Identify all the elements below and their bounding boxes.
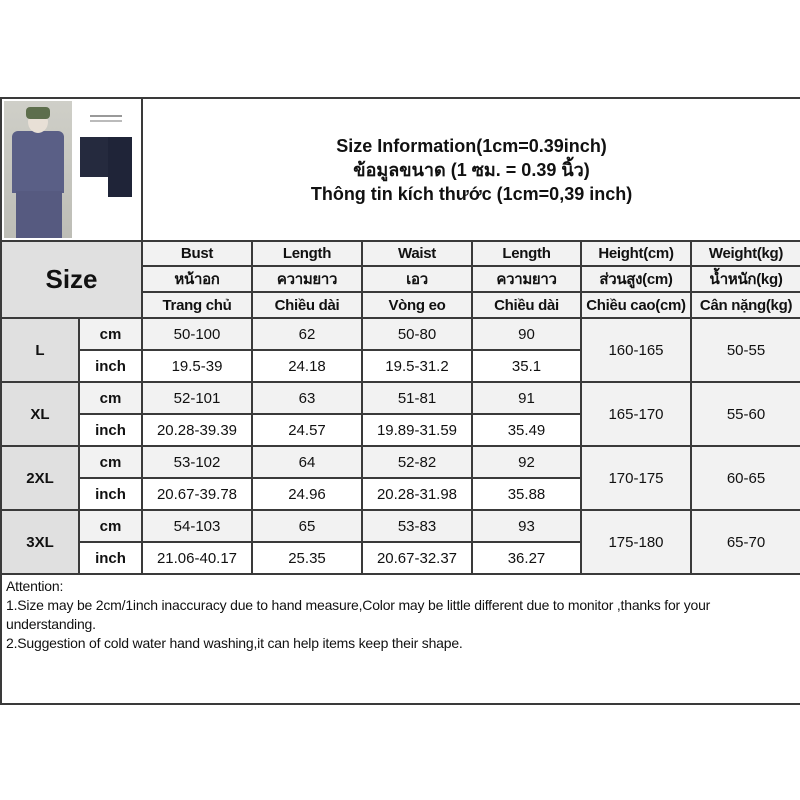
measurement-cell: 53-83 (361, 509, 473, 543)
measurement-cell: 52-101 (141, 381, 253, 415)
weight-cell: 55-60 (689, 381, 800, 447)
measurement-cell: 91 (471, 381, 582, 415)
column-header: Length (251, 240, 363, 267)
column-header: Vòng eo (361, 291, 473, 319)
measurement-cell: 24.18 (251, 349, 363, 383)
unit-label: cm (78, 381, 143, 415)
column-header: เอว (361, 265, 473, 293)
title-english: Size Information(1cm=0.39inch) (336, 135, 607, 156)
column-header: Trang chủ (141, 291, 253, 319)
size-label: 3XL (0, 509, 80, 575)
measurement-cell: 25.35 (251, 541, 363, 575)
weight-cell: 50-55 (689, 317, 800, 383)
attention-notes: Attention: 1.Size may be 2cm/1inch inaccu… (0, 573, 800, 705)
column-header: Height(cm) (580, 240, 692, 267)
unit-label: cm (78, 509, 143, 543)
product-photo (74, 101, 140, 238)
table-row: inch 21.06-40.17 25.35 20.67-32.37 36.27 (1, 541, 800, 575)
measurement-cell: 54-103 (141, 509, 253, 543)
measurement-cell: 20.28-39.39 (141, 413, 253, 447)
size-label: 2XL (0, 445, 80, 511)
column-header: Chiều dài (251, 291, 363, 319)
size-chart-table: Size Information(1cm=0.39inch) ข้อมูลขนา… (0, 97, 800, 705)
title-vietnamese: Thông tin kích thước (1cm=0,39 inch) (310, 183, 633, 204)
height-cell: 165-170 (580, 381, 692, 447)
unit-label: inch (78, 477, 143, 511)
table-row: inch 19.5-39 24.18 19.5-31.2 35.1 (1, 349, 800, 383)
measurement-cell: 51-81 (361, 381, 473, 415)
height-cell: 175-180 (580, 509, 692, 575)
measurement-cell: 65 (251, 509, 363, 543)
column-header: Cân nặng(kg) (689, 291, 800, 319)
measurement-cell: 24.96 (251, 477, 363, 511)
attention-note: 1.Size may be 2cm/1inch inaccuracy due t… (6, 597, 711, 632)
measurement-cell: 90 (471, 317, 582, 351)
weight-cell: 60-65 (689, 445, 800, 511)
unit-label: inch (78, 349, 143, 383)
column-header: Weight(kg) (689, 240, 800, 267)
header-row: Size Bust Length Waist Length Height(cm) Weigh… (0, 240, 800, 319)
table-row: 2XL cm 53-102 64 52-82 92 170-175 60-65 (0, 445, 800, 511)
size-label: L (0, 317, 80, 383)
measurement-cell: 20.67-32.37 (361, 541, 473, 575)
attention-heading: Attention: (6, 578, 64, 594)
header-row: Trang chủ Chiều dài Vòng eo Chiều dài Chiều … (1, 291, 800, 319)
weight-cell: 65-70 (689, 509, 800, 575)
column-header: ความยาว (471, 265, 582, 293)
table-row: inch 20.67-39.78 24.96 20.28-31.98 35.88 (1, 477, 800, 511)
measurement-cell: 53-102 (141, 445, 253, 479)
unit-label: inch (78, 541, 143, 575)
measurement-cell: 63 (251, 381, 363, 415)
attention-row: Attention: 1.Size may be 2cm/1inch inaccu… (0, 573, 800, 705)
attention-note: 2.Suggestion of cold water hand washing,… (6, 635, 463, 651)
model-photo (4, 101, 72, 238)
measurement-cell: 21.06-40.17 (141, 541, 253, 575)
measurement-cell: 19.5-39 (141, 349, 253, 383)
measurement-cell: 19.89-31.59 (361, 413, 473, 447)
size-label: XL (0, 381, 80, 447)
column-header: น้ำหนัก(kg) (689, 265, 800, 293)
table-row: XL cm 52-101 63 51-81 91 165-170 55-60 (0, 381, 800, 447)
column-header: Length (471, 240, 582, 267)
measurement-cell: 35.88 (471, 477, 582, 511)
title-thai: ข้อมูลขนาด (1 ซม. = 0.39 นิ้ว) (353, 159, 590, 180)
measurement-cell: 52-82 (361, 445, 473, 479)
column-header: ความยาว (251, 265, 363, 293)
column-header: ส่วนสูง(cm) (580, 265, 692, 293)
size-information-title: Size Information(1cm=0.39inch) ข้อมูลขนา… (140, 97, 800, 242)
column-header: Waist (361, 240, 473, 267)
height-cell: 170-175 (580, 445, 692, 511)
measurement-cell: 50-100 (141, 317, 253, 351)
column-header: Bust (141, 240, 253, 267)
unit-label: inch (78, 413, 143, 447)
measurement-cell: 19.5-31.2 (361, 349, 473, 383)
measurement-cell: 35.1 (471, 349, 582, 383)
table-row: inch 20.28-39.39 24.57 19.89-31.59 35.49 (1, 413, 800, 447)
column-header: Chiều dài (471, 291, 582, 319)
column-header: หน้าอก (141, 265, 253, 293)
measurement-cell: 24.57 (251, 413, 363, 447)
table-row: 3XL cm 54-103 65 53-83 93 175-180 65-70 (0, 509, 800, 575)
unit-label: cm (78, 445, 143, 479)
measurement-cell: 92 (471, 445, 582, 479)
size-header: Size (0, 240, 143, 319)
measurement-cell: 35.49 (471, 413, 582, 447)
measurement-cell: 20.67-39.78 (141, 477, 253, 511)
product-image (0, 97, 143, 242)
measurement-cell: 93 (471, 509, 582, 543)
measurement-cell: 36.27 (471, 541, 582, 575)
measurement-cell: 20.28-31.98 (361, 477, 473, 511)
measurement-cell: 50-80 (361, 317, 473, 351)
header-row: หน้าอก ความยาว เอว ความยาว ส่วนสูง(cm) น้ำหนั… (1, 265, 800, 293)
column-header: Chiều cao(cm) (580, 291, 692, 319)
measurement-cell: 62 (251, 317, 363, 351)
unit-label: cm (78, 317, 143, 351)
measurement-cell: 64 (251, 445, 363, 479)
height-cell: 160-165 (580, 317, 692, 383)
